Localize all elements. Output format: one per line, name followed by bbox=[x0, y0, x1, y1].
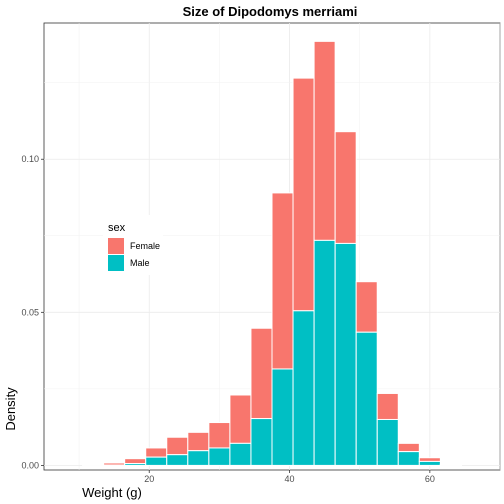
bar-male bbox=[124, 463, 147, 466]
legend-key-male bbox=[108, 255, 124, 271]
y-tick-label: 0.00 bbox=[21, 460, 39, 470]
x-tick-label: 60 bbox=[425, 474, 435, 484]
bars-group bbox=[82, 40, 462, 466]
bar-female bbox=[166, 436, 189, 456]
bar-female bbox=[208, 422, 231, 449]
bar-female bbox=[82, 464, 105, 466]
bar-female bbox=[187, 431, 210, 452]
legend-title: sex bbox=[108, 222, 126, 234]
bar-female bbox=[355, 281, 378, 333]
x-tick-label: 20 bbox=[144, 474, 154, 484]
bar-male bbox=[208, 447, 231, 466]
x-tick-label: 40 bbox=[285, 474, 295, 484]
bar-female bbox=[313, 40, 336, 241]
bar-female bbox=[124, 458, 147, 465]
y-axis: 0.00 0.05 0.10 bbox=[21, 154, 44, 470]
chart-title: Size of Dipodomys merriami bbox=[183, 4, 358, 19]
bar-male bbox=[229, 442, 252, 466]
bar-male bbox=[334, 242, 357, 466]
legend-label-male: Male bbox=[130, 258, 150, 268]
bar-female bbox=[145, 447, 168, 458]
bar-female bbox=[271, 192, 294, 370]
bar-male bbox=[397, 451, 420, 466]
bar-male bbox=[292, 310, 315, 466]
legend-key-female bbox=[108, 238, 124, 254]
bar-male bbox=[145, 456, 168, 466]
y-tick-label: 0.10 bbox=[21, 154, 39, 164]
bar-male bbox=[355, 331, 378, 466]
bar-female bbox=[376, 392, 399, 420]
bar-male bbox=[439, 464, 462, 466]
bar-female bbox=[229, 394, 252, 444]
x-axis: 20 40 60 bbox=[144, 470, 435, 484]
bar-male bbox=[187, 450, 210, 466]
legend-label-female: Female bbox=[130, 241, 160, 251]
y-tick-label: 0.05 bbox=[21, 307, 39, 317]
legend: sex Female Male bbox=[103, 215, 163, 275]
bar-female bbox=[334, 131, 357, 244]
bar-male bbox=[271, 368, 294, 466]
bar-male bbox=[250, 418, 273, 466]
bar-male bbox=[376, 418, 399, 466]
bar-male bbox=[166, 454, 189, 466]
bar-female bbox=[250, 327, 273, 420]
bar-male bbox=[418, 460, 441, 466]
y-axis-label: Density bbox=[3, 387, 18, 431]
bar-male bbox=[313, 239, 336, 466]
bar-female bbox=[418, 457, 441, 462]
x-axis-label: Weight (g) bbox=[82, 485, 142, 500]
bar-female bbox=[397, 442, 420, 453]
bar-female bbox=[292, 77, 315, 312]
